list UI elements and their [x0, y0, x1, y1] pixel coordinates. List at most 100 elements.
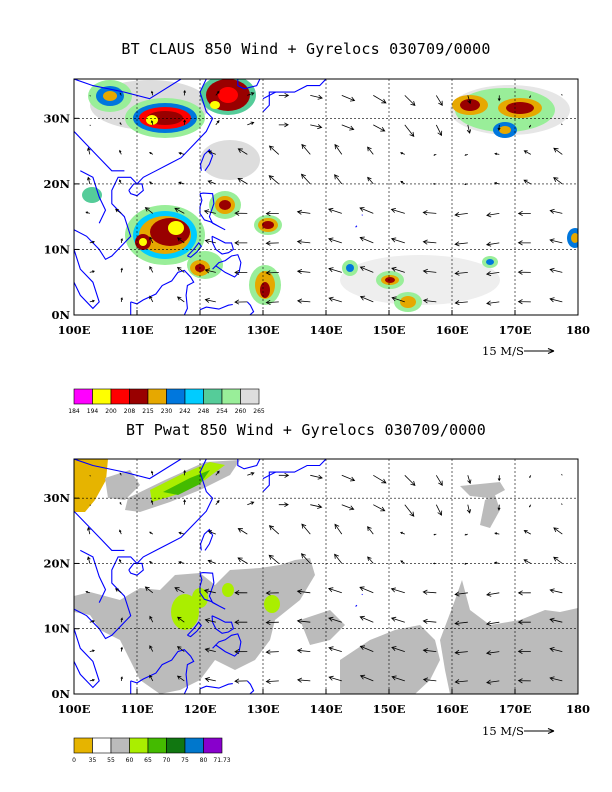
- wind-vector: [203, 588, 216, 594]
- wind-vector: [176, 266, 185, 273]
- wind-vector: [296, 239, 311, 245]
- wind-vector: [549, 647, 563, 652]
- wind-vector: [341, 474, 356, 482]
- colorbar-label: 184: [68, 408, 80, 415]
- lon-tick-label: 170E: [499, 323, 532, 337]
- wind-vector: [341, 95, 356, 102]
- wind-vector: [553, 147, 563, 155]
- wind-vector: [497, 504, 501, 511]
- wind-vector: [485, 271, 500, 277]
- wind-vector: [296, 648, 311, 654]
- wind-vector: [328, 267, 342, 273]
- wind-vector: [203, 209, 216, 215]
- lon-tick-label: 180: [566, 702, 590, 716]
- wind-vector: [464, 183, 468, 186]
- wind-vector: [493, 561, 500, 565]
- wind-vector: [148, 561, 154, 564]
- colorbar-swatch: [73, 737, 93, 754]
- wind-vector: [204, 297, 216, 303]
- coastline: [74, 288, 75, 290]
- colorbar-label: 248: [198, 408, 210, 415]
- wind-vector: [310, 94, 323, 100]
- wind-vector: [296, 298, 311, 304]
- colorbar-label: 60: [126, 757, 134, 764]
- wind-vector: [204, 647, 216, 653]
- coastline: [187, 242, 202, 258]
- coastline: [80, 549, 107, 603]
- colorbar-label: 260: [235, 408, 247, 415]
- coastline: [212, 254, 242, 278]
- wind-vector: [120, 676, 123, 681]
- wind-vector: [149, 295, 154, 303]
- wind-vector: [466, 124, 472, 134]
- wind-vector: [435, 475, 443, 487]
- wind-vector: [561, 473, 563, 476]
- pwat-field: [74, 459, 578, 694]
- colorbar-label: 194: [87, 408, 99, 415]
- lon-tick-label: 140E: [310, 323, 343, 337]
- lon-tick-label: 120E: [184, 323, 217, 337]
- wind-vector: [517, 240, 531, 246]
- wind-vector: [497, 95, 501, 102]
- wind-vector: [87, 556, 91, 564]
- colorbar-swatch: [203, 737, 223, 754]
- wind-vector: [529, 475, 532, 479]
- coastline: [355, 604, 358, 607]
- wind-vector: [144, 586, 154, 594]
- wind-vector: [422, 589, 437, 595]
- wind-vector: [234, 240, 248, 246]
- wind-vector: [464, 154, 468, 156]
- claus-cloud-field: [82, 79, 578, 312]
- wind-vector: [529, 124, 532, 128]
- wind-vector: [523, 179, 531, 185]
- wind-vector: [119, 179, 122, 185]
- coastline: [361, 593, 363, 596]
- wind-vector: [549, 267, 563, 273]
- bottom-scale-label: 15 M/S: [482, 724, 524, 738]
- top-axis-labels: 0N 10N 20N 30N 100E 110E 120E 130E 140E 150E 160E 1…: [43, 111, 590, 337]
- wind-vector: [144, 207, 154, 214]
- coastline: [262, 471, 276, 480]
- wind-vector: [237, 557, 248, 564]
- wind-vector: [328, 616, 342, 623]
- colorbar-swatch: [221, 388, 241, 405]
- wind-vector: [328, 646, 342, 652]
- lat-tick-label: 30N: [43, 491, 70, 505]
- wind-vector: [494, 532, 500, 535]
- bottom-wind-vectors: [85, 469, 563, 685]
- wind-vector: [454, 270, 468, 276]
- wind-vector: [177, 237, 185, 244]
- colorbar-label: 242: [179, 408, 191, 415]
- wind-vector: [310, 503, 323, 509]
- wind-vector: [400, 152, 405, 155]
- lon-tick-label: 130E: [247, 323, 280, 337]
- coastline: [211, 235, 235, 255]
- lat-tick-label: 0N: [51, 308, 70, 322]
- colorbar-swatch: [147, 388, 167, 405]
- coastline: [237, 79, 261, 90]
- wind-vector: [359, 674, 374, 682]
- wind-vector: [183, 499, 186, 505]
- wind-vector: [549, 588, 563, 594]
- wind-vector: [359, 236, 374, 244]
- wind-vector: [517, 299, 531, 305]
- wind-vector: [115, 588, 122, 594]
- wind-vector: [247, 472, 255, 476]
- wind-vector: [89, 240, 95, 244]
- wind-vector: [328, 296, 342, 303]
- wind-vector: [234, 299, 248, 305]
- wind-vector: [178, 152, 185, 155]
- wind-vector: [334, 523, 343, 535]
- wind-vector: [215, 90, 220, 96]
- colorbar-swatch: [110, 737, 130, 754]
- colorbar-label: 80: [200, 757, 208, 764]
- coastline: [355, 225, 358, 228]
- pwat-panel: 0N 10N 20N 30N 100E 110E 120E 130E 140E 150E 160E 1…: [43, 458, 590, 764]
- wind-vector: [89, 649, 96, 653]
- wind-vector: [334, 143, 343, 155]
- lon-tick-label: 150E: [373, 323, 406, 337]
- wind-vector: [174, 207, 185, 214]
- coastline: [199, 683, 233, 690]
- wind-vector: [204, 618, 216, 624]
